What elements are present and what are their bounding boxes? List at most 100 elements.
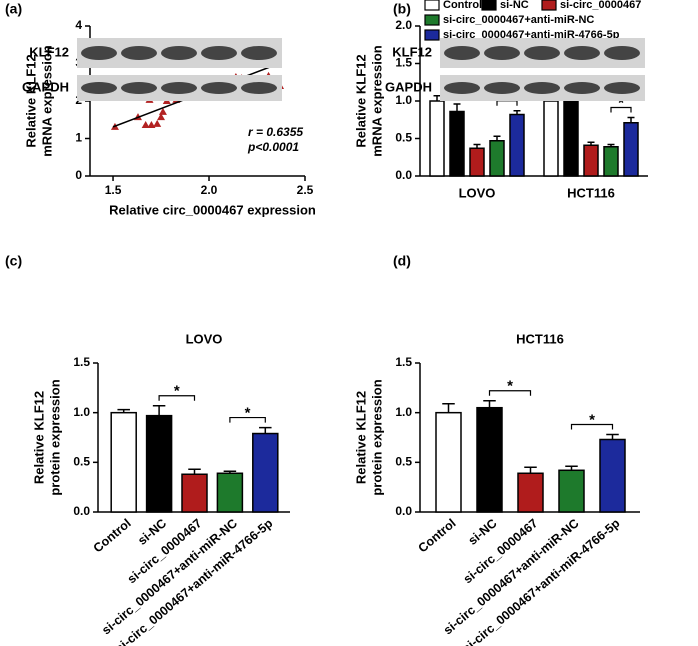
blot-band [201,82,237,94]
x-tick-label: 2.0 [201,183,218,197]
blot-band [444,46,480,60]
legend-label: Control [443,0,482,11]
y-tick-label: 1 [75,131,82,145]
blot-band [81,82,117,94]
x-axis-label: Relative circ_0000467 expression [109,202,316,217]
bar [603,146,619,177]
significance-label: * [507,378,513,395]
error-bar [627,116,635,123]
point [147,121,156,128]
legend-swatch [424,0,440,11]
bar [563,98,579,177]
y-tick-label: 0.0 [395,168,412,182]
significance-label: * [589,411,595,428]
blot-band [484,82,520,94]
bar [476,406,503,513]
blot-band [524,82,560,94]
x-tick-label: si-NC [466,516,500,548]
significance-label: * [174,383,180,400]
blot-band [161,46,197,60]
legend-label: si-NC [500,0,529,11]
error-bar [493,135,501,141]
significance-bracket [229,416,266,423]
blot-band [81,46,117,60]
y-axis-label: Relative KLF12 [353,54,368,147]
blot-label: KLF12 [29,44,69,59]
significance-bracket [610,106,632,113]
chart-title: LOVO [186,331,223,346]
legend-swatch [541,0,557,11]
bar [449,110,465,177]
point [141,121,150,128]
y-tick-label: 1.5 [73,355,90,369]
y-axis-label: Relative KLF12 [353,391,368,484]
bar [429,100,445,177]
legend-label: si-circ_0000467 [560,0,641,11]
significance-label: * [618,94,624,111]
blot-label: GAPDH [22,79,69,94]
bar [469,147,485,177]
y-axis-label: Relative KLF12 [23,54,38,147]
legend-swatch [481,0,497,11]
blot-band [241,82,277,94]
x-tick-label: HCT116 [567,185,615,200]
error-bar [453,103,461,112]
bar [517,472,544,513]
bar [216,472,244,513]
significance-bracket [158,395,196,401]
blot-band [161,82,197,94]
bar [583,144,599,177]
blot-band [241,46,277,60]
blot-label: KLF12 [392,44,432,59]
significance-label: * [245,405,251,422]
significance-bracket [570,423,614,430]
error-bar [188,468,201,475]
x-tick-label: 2.5 [297,183,314,197]
bar [145,414,173,513]
y-tick-label: 1.0 [395,93,412,107]
error-bar [483,399,496,408]
panel-label: (c) [5,253,22,269]
error-bar [606,433,619,440]
blot-band [604,46,640,60]
y-tick-label: 0 [75,168,82,182]
legend-label: si-circ_0000467+anti-miR-NC [443,14,594,26]
chart-title: HCT116 [516,331,564,346]
blot-band [564,82,600,94]
blot-band [524,46,560,60]
error-bar [587,141,595,146]
bar [252,432,279,513]
error-bar [442,402,455,413]
y-tick-label: 0.0 [395,504,412,518]
bar [543,100,559,177]
y-tick-label: 1.5 [395,56,412,70]
error-bar [524,466,537,474]
blot-label: GAPDH [385,79,432,94]
bar [558,469,585,513]
significance-bracket [488,390,532,396]
panel-label: (d) [393,253,411,269]
x-tick-label: Control [416,516,459,555]
bar [599,438,626,513]
bar [110,411,137,513]
y-tick-label: 0.5 [73,455,90,469]
error-bar [433,95,441,101]
error-bar [117,408,130,413]
point [157,113,166,121]
error-bar [259,426,272,434]
y-tick-label: 4 [75,18,82,32]
blot-band [121,46,157,60]
annotation: p<0.0001 [247,140,299,154]
error-bar [223,470,237,474]
panel-label: (b) [393,1,411,17]
point [158,107,167,115]
y-tick-label: 1.0 [395,405,412,419]
y-axis-label: protein expression [369,379,384,495]
legend-swatch [424,29,440,41]
blot-band [604,82,640,94]
x-tick-label: 1.5 [105,183,122,197]
error-bar [607,143,615,147]
legend-label: si-circ_0000467+anti-miR-4766-5p [443,29,620,41]
y-tick-label: 1.0 [73,405,90,419]
